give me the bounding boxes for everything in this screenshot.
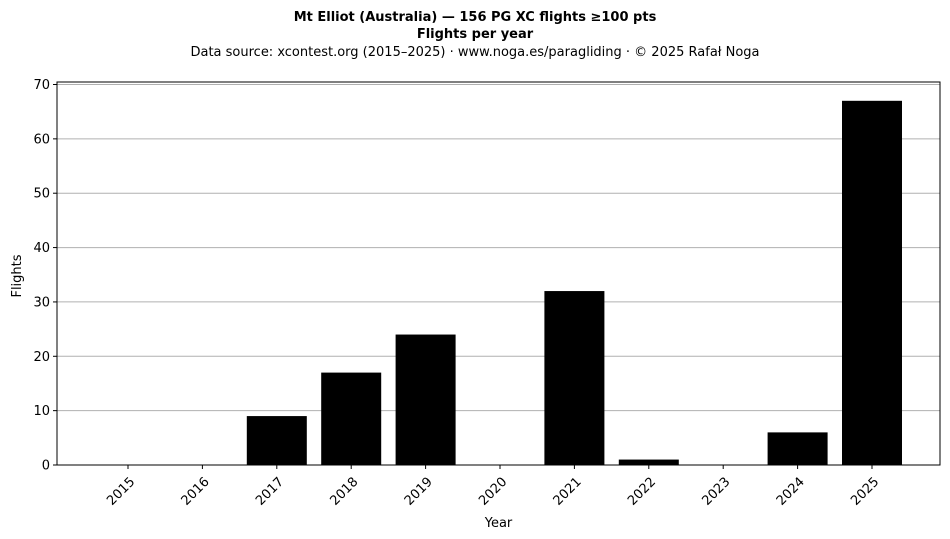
y-tick-label: 60	[33, 132, 50, 147]
y-tick-label: 20	[33, 350, 50, 365]
bar-2025	[842, 100, 902, 466]
bars	[246, 100, 902, 466]
y-tick-label: 30	[33, 295, 50, 310]
bar-2022	[618, 459, 679, 465]
bar-2018	[321, 372, 382, 465]
grid-lines	[57, 84, 940, 412]
y-tick-label: 40	[33, 241, 50, 256]
x-tick-label: 2019	[402, 475, 436, 509]
chart-title: Mt Elliot (Australia) — 156 PG XC flight…	[294, 10, 657, 25]
x-tick-label: 2021	[551, 475, 585, 509]
plot-area-frame	[56, 81, 941, 466]
bar-2019	[395, 334, 456, 465]
bar-2021	[544, 291, 605, 465]
x-tick-label: 2017	[253, 475, 287, 509]
bar-2017	[246, 416, 307, 465]
x-axis-ticks: 2015 2016 2017 2018 2019 2020 2021 2022 2023 2024…	[104, 465, 882, 509]
x-tick-label: 2018	[327, 475, 361, 509]
x-tick-label: 2023	[699, 475, 733, 509]
y-tick-label: 70	[33, 78, 50, 93]
y-axis-ticks: 0 10 20 30 40 50 60 70	[33, 78, 57, 474]
x-tick-label: 2025	[848, 475, 882, 509]
chart-subtitle: Data source: xcontest.org (2015–2025) · …	[190, 45, 759, 60]
x-tick-label: 2015	[104, 475, 138, 509]
y-tick-label: 0	[42, 459, 50, 474]
x-tick-label: 2024	[774, 475, 808, 509]
y-tick-label: 50	[33, 187, 50, 202]
y-axis-label: Flights	[10, 254, 25, 297]
chart-title-2: Flights per year	[417, 27, 534, 42]
x-tick-label: 2020	[476, 475, 510, 509]
x-tick-label: 2022	[625, 475, 659, 509]
x-tick-label: 2016	[179, 475, 213, 509]
bar-2024	[767, 432, 828, 465]
y-tick-label: 10	[33, 404, 50, 419]
x-axis-label: Year	[484, 516, 513, 531]
